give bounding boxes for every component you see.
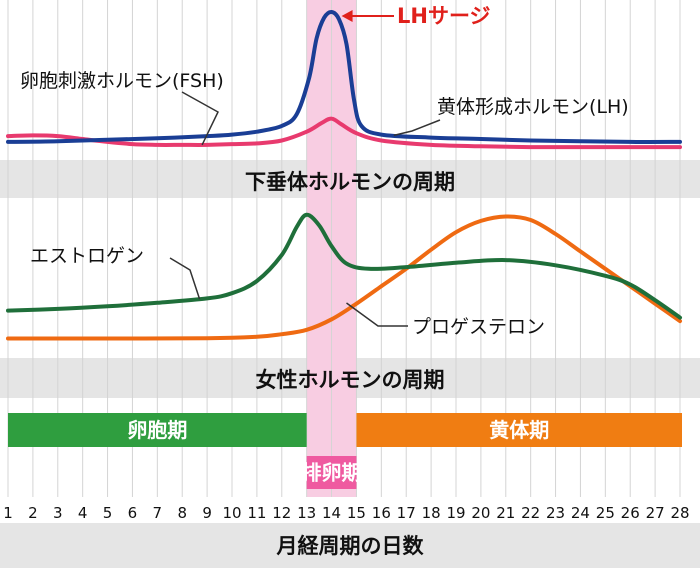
x-tick-label-18: 18 bbox=[422, 504, 441, 522]
series-label-fsh: 卵胞刺激ホルモン(FSH) bbox=[20, 70, 224, 92]
x-axis-title: 月経周期の日数 bbox=[276, 534, 425, 558]
x-tick-label-4: 4 bbox=[78, 504, 88, 522]
series-label-estrogen: エストロゲン bbox=[30, 245, 144, 267]
x-tick-label-7: 7 bbox=[153, 504, 163, 522]
x-tick-label-28: 28 bbox=[670, 504, 689, 522]
x-tick-label-20: 20 bbox=[471, 504, 490, 522]
x-tick-label-22: 22 bbox=[521, 504, 540, 522]
x-tick-label-13: 13 bbox=[297, 504, 316, 522]
x-tick-label-12: 12 bbox=[272, 504, 291, 522]
x-tick-label-1: 1 bbox=[3, 504, 13, 522]
ovarian-panel-title: 女性ホルモンの周期 bbox=[256, 368, 445, 392]
leader-line-fsh bbox=[181, 91, 219, 146]
phase-bar-luteal bbox=[356, 413, 682, 447]
series-line-progesterone bbox=[6, 214, 682, 341]
leader-line-lh bbox=[393, 119, 441, 137]
lh-surge-arrow-head bbox=[341, 10, 353, 22]
x-tick-label-2: 2 bbox=[28, 504, 38, 522]
series-line-estrogen bbox=[6, 212, 682, 320]
x-tick-label-11: 11 bbox=[247, 504, 266, 522]
pituitary-panel-title: 下垂体ホルモンの周期 bbox=[245, 170, 455, 194]
x-tick-label-5: 5 bbox=[103, 504, 113, 522]
phase-bar-follicular bbox=[8, 413, 307, 447]
x-tick-label-3: 3 bbox=[53, 504, 63, 522]
x-tick-label-19: 19 bbox=[446, 504, 465, 522]
x-tick-label-21: 21 bbox=[496, 504, 515, 522]
x-tick-label-10: 10 bbox=[222, 504, 241, 522]
x-tick-label-25: 25 bbox=[596, 504, 615, 522]
x-tick-label-9: 9 bbox=[202, 504, 212, 522]
x-tick-label-16: 16 bbox=[372, 504, 391, 522]
x-tick-label-26: 26 bbox=[621, 504, 640, 522]
x-tick-label-6: 6 bbox=[128, 504, 138, 522]
phase-bar-ovulation bbox=[306, 456, 357, 489]
phase-label-ovulation: 排卵期 bbox=[302, 461, 362, 485]
phase-label-luteal: 黄体期 bbox=[489, 418, 549, 442]
x-tick-label-17: 17 bbox=[397, 504, 416, 522]
series-label-progesterone: プロゲステロン bbox=[412, 316, 545, 338]
x-tick-label-23: 23 bbox=[546, 504, 565, 522]
x-tick-label-15: 15 bbox=[347, 504, 366, 522]
leader-line-progesterone bbox=[346, 302, 408, 327]
x-tick-label-14: 14 bbox=[322, 504, 341, 522]
x-tick-label-27: 27 bbox=[646, 504, 665, 522]
series-label-lh: 黄体形成ホルモン(LH) bbox=[437, 96, 629, 118]
lh-surge-label: LHサージ bbox=[397, 4, 491, 28]
series-line-lh bbox=[6, 9, 682, 144]
x-tick-label-8: 8 bbox=[177, 504, 187, 522]
x-tick-label-24: 24 bbox=[571, 504, 590, 522]
phase-label-follicular: 卵胞期 bbox=[127, 418, 187, 442]
series-layer bbox=[6, 9, 682, 341]
leader-line-estrogen bbox=[169, 257, 201, 300]
x-axis-band bbox=[0, 523, 700, 568]
